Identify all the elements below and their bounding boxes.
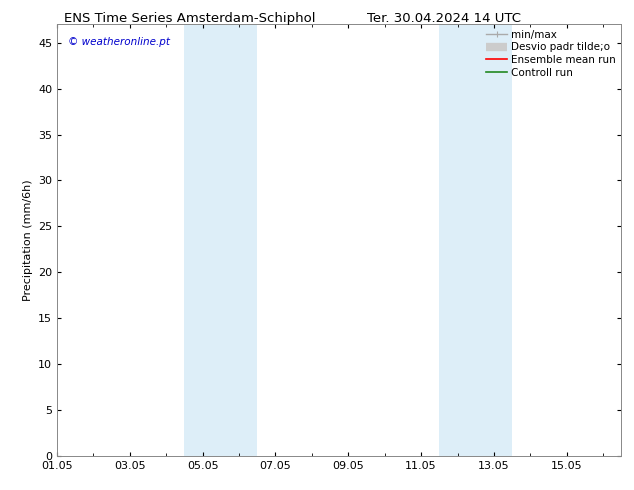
Text: © weatheronline.pt: © weatheronline.pt <box>68 37 171 48</box>
Y-axis label: Precipitation (mm/6h): Precipitation (mm/6h) <box>23 179 32 301</box>
Bar <box>184 24 257 456</box>
Text: ENS Time Series Amsterdam-Schiphol: ENS Time Series Amsterdam-Schiphol <box>65 12 316 25</box>
Legend: min/max, Desvio padr tilde;o, Ensemble mean run, Controll run: min/max, Desvio padr tilde;o, Ensemble m… <box>484 27 618 79</box>
Text: Ter. 30.04.2024 14 UTC: Ter. 30.04.2024 14 UTC <box>367 12 521 25</box>
Bar <box>439 24 512 456</box>
